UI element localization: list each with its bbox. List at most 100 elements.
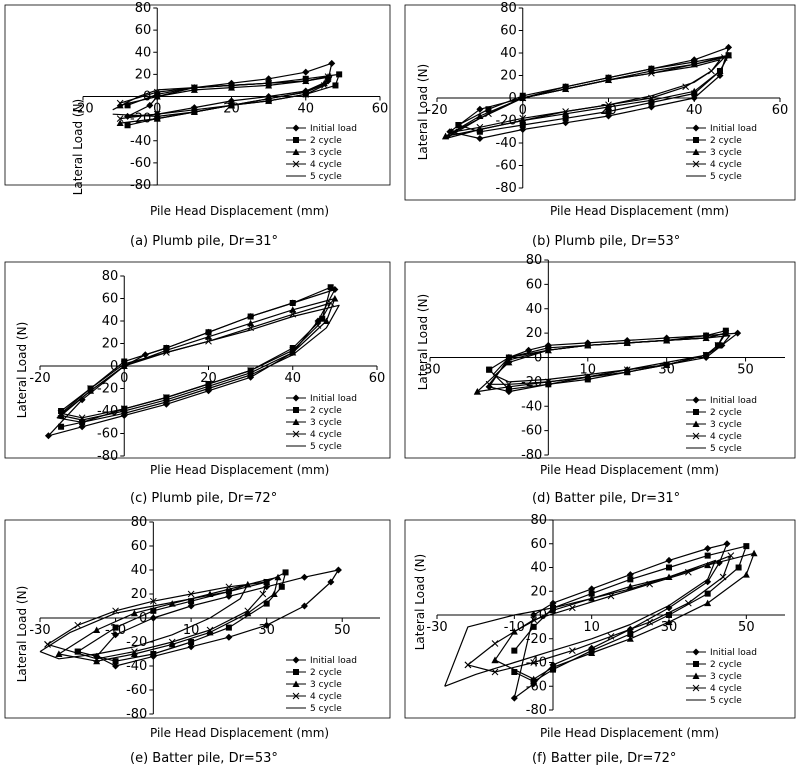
data-point (205, 380, 212, 388)
data-point (486, 366, 493, 373)
series-line (467, 555, 732, 673)
data-point (704, 599, 712, 607)
legend-label: 4 cycle (710, 684, 742, 694)
data-point (274, 573, 282, 581)
y-tick-label: -60 (126, 683, 147, 698)
data-point (530, 675, 538, 683)
y-tick-label: 60 (500, 24, 517, 39)
legend: Initial load 2 cycle 3 cycle 4 cycle 5 cycle (686, 648, 757, 706)
data-point (150, 651, 157, 657)
y-tick-label: -80 (496, 181, 517, 196)
series-line (56, 304, 340, 423)
data-point (131, 648, 138, 655)
series-line (444, 559, 716, 687)
series-4 (56, 304, 340, 423)
data-point (58, 423, 65, 430)
data-point (491, 668, 499, 676)
data-point (505, 383, 513, 390)
legend-swatch-marker (692, 148, 700, 155)
series-line (77, 571, 287, 662)
series-line (39, 583, 249, 660)
legend-label: Initial load (310, 124, 357, 134)
x-axis-title: Pile Head Displacement (mm) (540, 463, 719, 477)
data-point (647, 96, 655, 104)
y-tick-label: -80 (526, 703, 547, 718)
y-tick-label: -80 (130, 178, 151, 193)
legend-swatch-marker (293, 137, 299, 143)
data-point (121, 358, 128, 365)
data-point (485, 383, 493, 391)
y-tick-label: -40 (126, 659, 147, 674)
data-point (149, 597, 157, 605)
data-point (327, 299, 335, 307)
chart-frame (404, 261, 796, 459)
data-point (684, 599, 692, 607)
data-point (112, 624, 119, 631)
data-point (665, 556, 673, 564)
y-tick-label: 80 (135, 1, 152, 16)
data-point (720, 54, 728, 61)
data-point (205, 333, 212, 340)
data-point (259, 590, 267, 598)
series-line (513, 543, 728, 699)
legend-label: 3 cycle (710, 672, 742, 682)
data-point (270, 590, 278, 597)
data-point (300, 602, 308, 610)
data-point (665, 618, 673, 626)
series-line (492, 335, 731, 383)
data-point (225, 583, 233, 591)
data-point (510, 694, 518, 702)
legend-label: 4 cycle (310, 692, 342, 702)
x-axis-title: Pile Head Displacement (mm) (540, 726, 719, 740)
legend-swatch-marker (693, 661, 699, 667)
data-point (627, 631, 634, 637)
series-line (112, 76, 333, 117)
series-4 (39, 583, 249, 660)
x-tick-label: -20 (426, 103, 447, 118)
data-point (116, 119, 124, 127)
y-tick-label: 0 (143, 90, 151, 105)
data-point (714, 341, 722, 349)
data-point (263, 578, 271, 586)
data-point (153, 93, 161, 100)
legend-label: 3 cycle (310, 680, 342, 690)
data-point (58, 408, 65, 414)
data-point (289, 300, 296, 306)
caption-c: (c) Plumb pile, Dr=72° (130, 491, 277, 506)
y-tick-label: -40 (130, 134, 151, 149)
legend-swatch-marker (692, 684, 700, 692)
series-line (47, 581, 268, 660)
y-tick-label: 20 (530, 584, 547, 599)
data-point (704, 552, 711, 559)
y-tick-label: 40 (135, 45, 152, 60)
legend-label: Initial load (710, 648, 757, 658)
series-line (96, 569, 339, 667)
data-point (247, 367, 254, 374)
data-point (190, 86, 198, 93)
y-tick-label: 60 (526, 277, 543, 292)
legend-swatch-marker (292, 418, 300, 425)
y-tick-label: 40 (530, 561, 547, 576)
data-point (78, 414, 86, 422)
x-tick-label: 50 (737, 363, 754, 378)
legend: Initial load 2 cycle 3 cycle 4 cycle 5 cycle (286, 656, 357, 714)
legend-label: 5 cycle (710, 172, 742, 182)
data-point (206, 626, 214, 634)
y-axis-title: Lateral Load (N) (15, 586, 29, 683)
data-point (568, 647, 576, 654)
legend-swatch-marker (292, 680, 300, 687)
x-tick-label: 10 (583, 620, 600, 635)
legend-swatch-marker (693, 409, 699, 415)
legend-swatch-marker (692, 432, 700, 440)
y-tick-label: 80 (500, 1, 517, 16)
y-axis-title: Lateral Load (N) (416, 294, 430, 391)
legend-label: 5 cycle (310, 442, 342, 452)
x-tick-label: -30 (29, 623, 50, 638)
data-point (163, 394, 170, 401)
data-point (93, 655, 101, 663)
legend-swatch-marker (292, 692, 300, 700)
data-point (322, 317, 330, 324)
data-point (623, 368, 631, 376)
legend-swatch-marker (692, 420, 700, 427)
